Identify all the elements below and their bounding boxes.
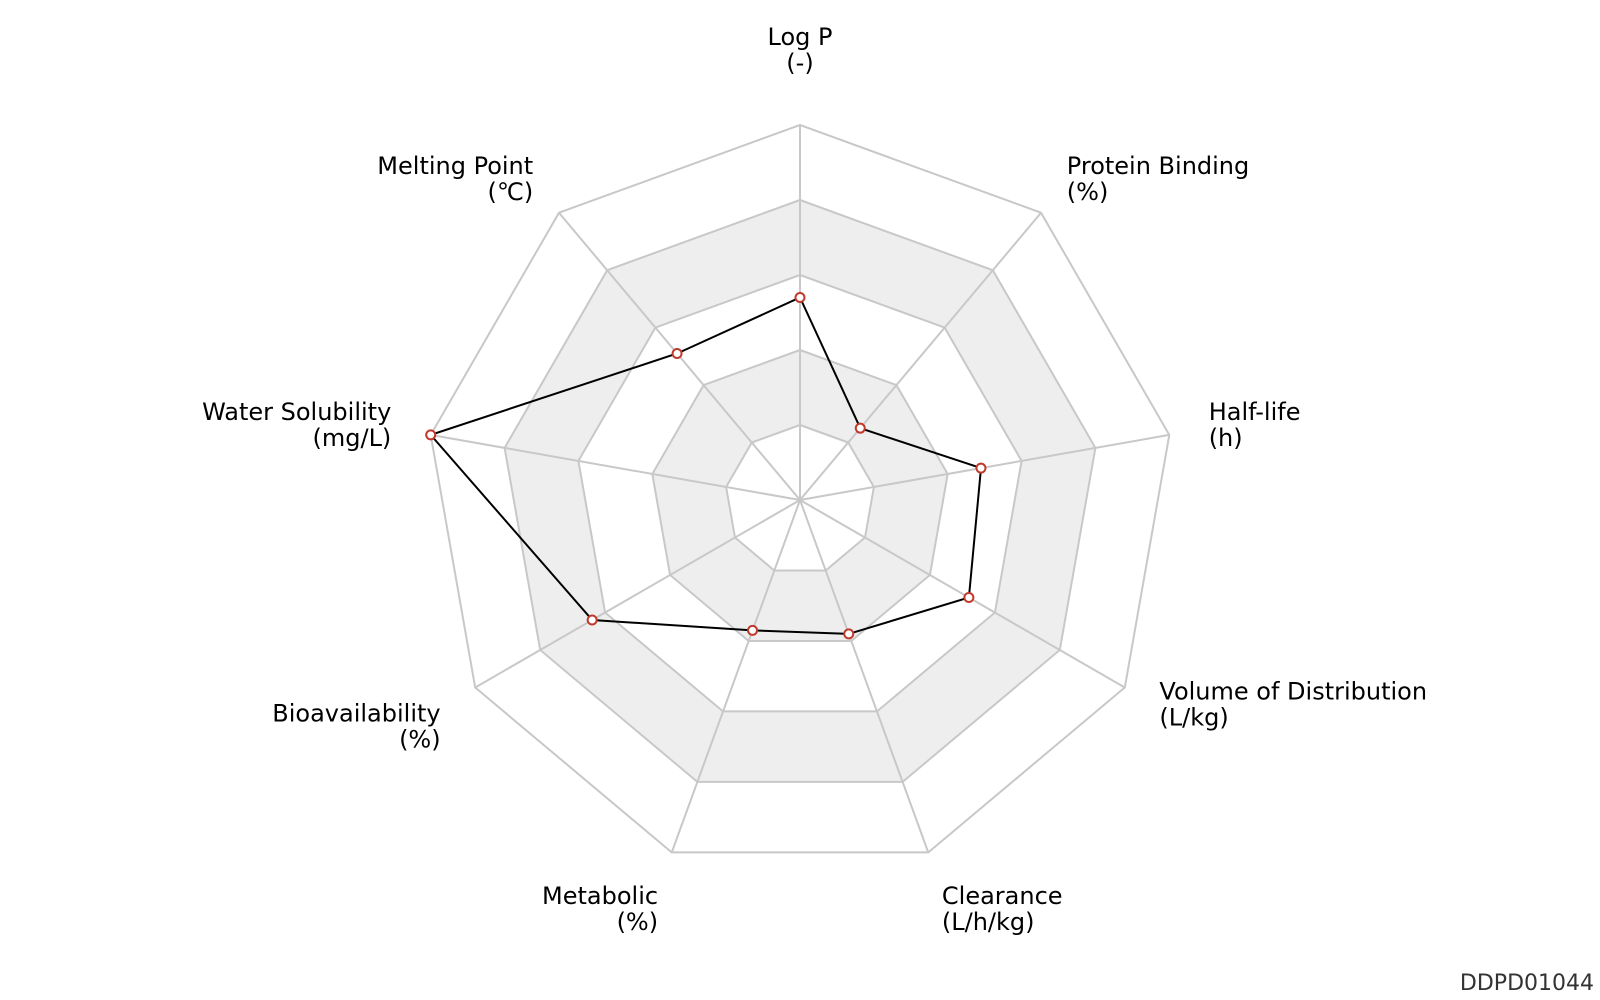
grid-band — [652, 350, 948, 641]
data-point — [671, 347, 683, 359]
axis-unit: (L/kg) — [1159, 704, 1228, 732]
axis-label: Half-life (h) — [1209, 398, 1301, 452]
chart-code: DDPD01044 — [1459, 971, 1594, 996]
axis-label: Volume of Distribution (L/kg) — [1159, 678, 1427, 732]
axis-unit: (h) — [1209, 424, 1243, 452]
axis-name: Log P — [768, 23, 833, 51]
axis-name: Half-life — [1209, 398, 1301, 426]
axis-label: Melting Point (℃) — [377, 152, 533, 206]
grid-ring — [725, 423, 875, 572]
grid-ring — [577, 273, 1023, 713]
grid-ring — [651, 348, 949, 642]
axis-name: Volume of Distribution — [1159, 678, 1427, 706]
axis-label: Log P (-) — [768, 23, 833, 77]
axis-spoke — [670, 499, 801, 853]
axis-unit: (%) — [399, 726, 441, 754]
data-point — [963, 592, 975, 603]
axis-unit: (%) — [1067, 178, 1109, 206]
axis-label: Bioavailability (%) — [272, 700, 440, 754]
data-point — [794, 292, 806, 303]
data-point — [975, 462, 987, 474]
axis-spoke — [799, 499, 1126, 689]
axis-unit: (L/h/kg) — [942, 908, 1035, 936]
radar-grid — [429, 123, 1171, 854]
axis-spoke — [799, 499, 930, 853]
grid-ring — [503, 198, 1097, 783]
series-line — [428, 296, 983, 635]
axis-unit: (mg/L) — [313, 424, 392, 452]
data-point — [854, 422, 866, 434]
axis-unit: (℃) — [488, 178, 534, 206]
axis-name: Clearance — [942, 882, 1063, 910]
axis-unit: (%) — [617, 908, 659, 936]
grid-ring — [429, 123, 1171, 854]
axis-name: Metabolic — [542, 882, 658, 910]
axis-label: Water Solubility (mg/L) — [202, 398, 391, 452]
radar-bands — [504, 200, 1096, 782]
data-point — [747, 624, 759, 636]
data-point — [425, 429, 437, 441]
axis-name: Protein Binding — [1067, 152, 1249, 180]
axis-name: Water Solubility — [202, 398, 391, 426]
axis-label: Clearance (L/h/kg) — [942, 882, 1063, 936]
data-point — [843, 628, 855, 640]
radar-series — [428, 296, 983, 635]
axis-unit: (-) — [786, 49, 813, 77]
axis-labels: Log P (-)Protein Binding (%)Half-life (h)Vo… — [202, 23, 1427, 936]
radar-points — [425, 292, 987, 640]
axis-name: Melting Point — [377, 152, 533, 180]
data-point — [586, 614, 598, 626]
axis-spoke — [430, 433, 801, 501]
axis-spoke — [474, 499, 801, 689]
axis-label: Protein Binding (%) — [1067, 152, 1249, 206]
axis-name: Bioavailability — [272, 700, 440, 728]
axis-label: Metabolic (%) — [542, 882, 658, 936]
axis-spoke — [799, 212, 1042, 501]
